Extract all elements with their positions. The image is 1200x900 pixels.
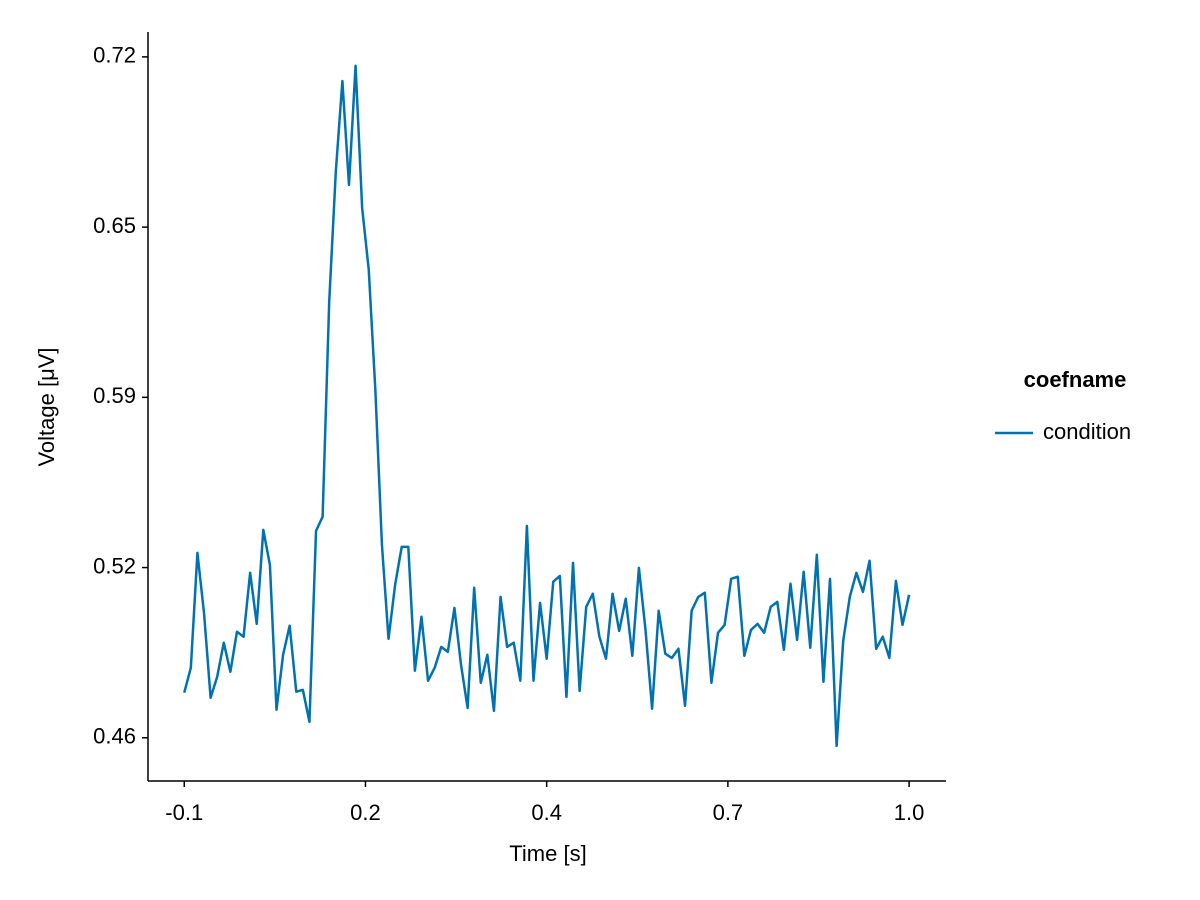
y-tick-label: 0.59 [93,383,136,408]
y-tick-label: 0.46 [93,724,136,749]
x-tick-label: 0.4 [531,800,562,825]
legend-label: condition [1043,419,1131,444]
x-tick-label: -0.1 [165,800,203,825]
x-tick-label: 1.0 [894,800,925,825]
x-tick-label: 0.7 [713,800,744,825]
y-axis-label: Voltage [μV] [34,347,59,466]
data-line [183,64,911,748]
y-tick-label: 0.52 [93,553,136,578]
legend-title: coefname [1024,367,1127,392]
x-tick-label: 0.2 [350,800,381,825]
x-axis-label: Time [s] [509,841,586,866]
y-tick-label: 0.65 [93,213,136,238]
y-tick-label: 0.72 [93,43,136,68]
